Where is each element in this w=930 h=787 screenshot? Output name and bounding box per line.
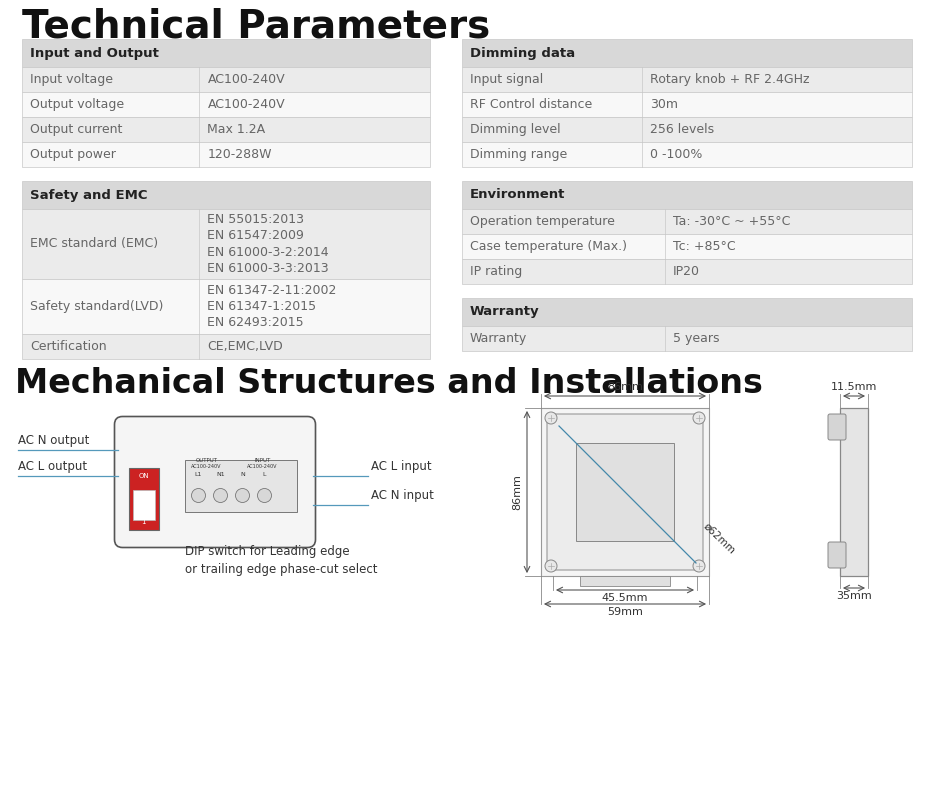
Bar [22, 334, 430, 359]
Text: Environment: Environment [470, 189, 565, 201]
Text: Certification: Certification [30, 340, 107, 353]
Bar [462, 39, 912, 67]
FancyBboxPatch shape [828, 414, 846, 440]
Text: L1: L1 [194, 472, 202, 478]
Text: INPUT: INPUT [255, 459, 271, 464]
Circle shape [693, 412, 705, 424]
Bar [462, 92, 912, 117]
Text: IP20: IP20 [672, 265, 699, 278]
Text: 11.5mm: 11.5mm [830, 382, 877, 392]
Text: 59mm: 59mm [607, 607, 643, 617]
Text: Output voltage: Output voltage [30, 98, 124, 111]
FancyBboxPatch shape [114, 416, 315, 548]
Bar [22, 117, 430, 142]
Text: Max 1.2A: Max 1.2A [207, 123, 266, 136]
Text: Mechanical Structures and Installations: Mechanical Structures and Installations [15, 367, 763, 400]
Text: AC100-240V: AC100-240V [192, 464, 221, 470]
Text: ø62mm: ø62mm [701, 520, 737, 556]
Circle shape [545, 560, 557, 572]
Text: CE,EMC,LVD: CE,EMC,LVD [207, 340, 284, 353]
Bar [576, 443, 674, 541]
Text: Output power: Output power [30, 148, 116, 161]
Text: 45.5mm: 45.5mm [602, 593, 648, 603]
Text: Input and Output: Input and Output [30, 46, 159, 60]
Bar [128, 467, 158, 530]
Text: Ta: -30°C ~ +55°C: Ta: -30°C ~ +55°C [672, 215, 790, 228]
Circle shape [192, 489, 206, 503]
Text: 30m: 30m [650, 98, 678, 111]
Text: Case temperature (Max.): Case temperature (Max.) [470, 240, 627, 253]
Bar [22, 181, 430, 209]
Bar [580, 576, 670, 586]
Circle shape [693, 560, 705, 572]
Bar [462, 117, 912, 142]
Text: AC L output: AC L output [18, 460, 87, 473]
Text: 1: 1 [141, 519, 146, 524]
Bar [184, 460, 297, 512]
Text: AC100-240V: AC100-240V [247, 464, 278, 470]
Text: 86mm: 86mm [512, 474, 522, 510]
Text: RF Control distance: RF Control distance [470, 98, 592, 111]
Text: Input signal: Input signal [470, 73, 543, 86]
Text: N1: N1 [216, 472, 225, 478]
Text: Input voltage: Input voltage [30, 73, 113, 86]
Bar [462, 209, 912, 234]
Text: ON: ON [139, 472, 149, 478]
Text: L: L [263, 472, 266, 478]
Text: Operation temperature: Operation temperature [470, 215, 615, 228]
Bar [22, 39, 430, 67]
Bar [462, 142, 912, 167]
Bar [462, 298, 912, 326]
Text: EN 55015:2013
EN 61547:2009
EN 61000-3-2:2014
EN 61000-3-3:2013: EN 55015:2013 EN 61547:2009 EN 61000-3-2… [207, 212, 329, 275]
Text: Dimming data: Dimming data [470, 46, 575, 60]
Text: AC L input: AC L input [370, 460, 432, 473]
Text: Warranty: Warranty [470, 332, 527, 345]
Text: IP rating: IP rating [470, 265, 523, 278]
Bar [22, 92, 430, 117]
Text: DIP switch for Leading edge
or trailing edge phase-cut select: DIP switch for Leading edge or trailing … [185, 545, 378, 575]
FancyBboxPatch shape [547, 414, 703, 570]
Text: Dimming range: Dimming range [470, 148, 567, 161]
Circle shape [258, 489, 272, 503]
Text: 0 -100%: 0 -100% [650, 148, 702, 161]
Text: Tc: +85°C: Tc: +85°C [672, 240, 735, 253]
Text: 5 years: 5 years [672, 332, 719, 345]
Text: OUTPUT: OUTPUT [195, 459, 218, 464]
Circle shape [545, 412, 557, 424]
Circle shape [235, 489, 249, 503]
Bar [22, 142, 430, 167]
FancyBboxPatch shape [828, 542, 846, 568]
Text: 35mm: 35mm [836, 591, 872, 601]
Bar [462, 67, 912, 92]
Bar [462, 181, 912, 209]
Text: 86mm: 86mm [607, 382, 643, 392]
Text: AC100-240V: AC100-240V [207, 98, 286, 111]
Text: Dimming level: Dimming level [470, 123, 561, 136]
Text: Safety and EMC: Safety and EMC [30, 189, 148, 201]
Bar [22, 67, 430, 92]
Text: Output current: Output current [30, 123, 123, 136]
Bar [132, 490, 154, 519]
Bar [22, 279, 430, 334]
Text: EMC standard (EMC): EMC standard (EMC) [30, 238, 158, 250]
Text: 120-288W: 120-288W [207, 148, 272, 161]
Text: AC100-240V: AC100-240V [207, 73, 286, 86]
Text: 256 levels: 256 levels [650, 123, 714, 136]
Text: Rotary knob + RF 2.4GHz: Rotary knob + RF 2.4GHz [650, 73, 809, 86]
Text: EN 61347-2-11:2002
EN 61347-1:2015
EN 62493:2015: EN 61347-2-11:2002 EN 61347-1:2015 EN 62… [207, 283, 337, 330]
Text: Technical Parameters: Technical Parameters [22, 7, 490, 45]
Text: N: N [240, 472, 245, 478]
Circle shape [214, 489, 228, 503]
Bar [462, 259, 912, 284]
Bar [840, 408, 868, 576]
Text: Safety standard(LVD): Safety standard(LVD) [30, 300, 164, 313]
Bar [462, 326, 912, 351]
Text: Warranty: Warranty [470, 305, 539, 319]
Text: AC N input: AC N input [370, 489, 433, 502]
Bar [22, 209, 430, 279]
Text: AC N output: AC N output [18, 434, 89, 447]
Bar [541, 408, 709, 576]
Bar [462, 234, 912, 259]
